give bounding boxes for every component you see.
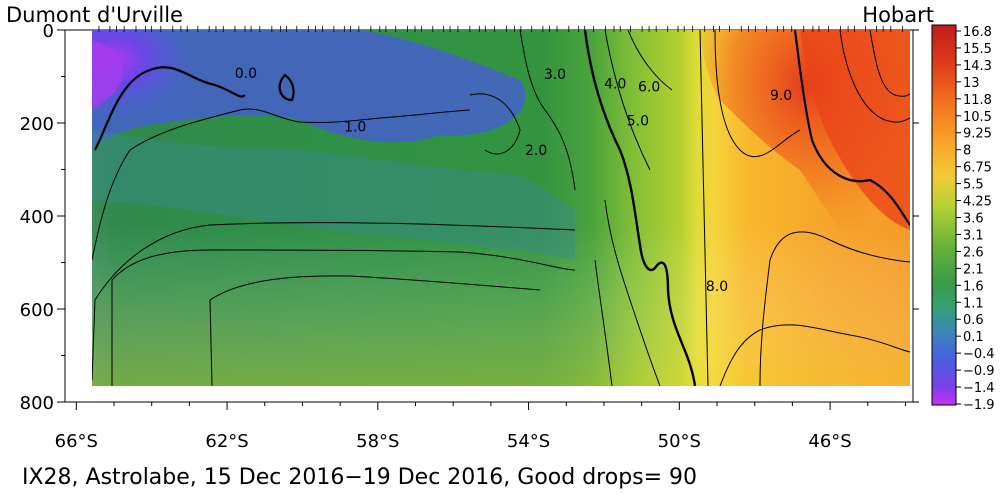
colorbar-label: −1.4: [963, 381, 995, 396]
x-tick-label: 50°S: [658, 431, 701, 452]
colorbar-label: −0.4: [963, 347, 995, 362]
x-tick-label: 46°S: [808, 431, 851, 452]
axis-ticks: [57, 26, 919, 410]
x-tick-label: 58°S: [356, 431, 399, 452]
colorbar-label: 14.3: [963, 59, 992, 74]
colorbar-label: 11.8: [963, 93, 992, 108]
x-tick-label: 66°S: [55, 431, 98, 452]
contour-label: 8.0: [706, 279, 728, 295]
contour-label: 0.0: [235, 66, 257, 82]
colorbar-label: 13: [963, 76, 980, 91]
colorbar-label: −0.9: [963, 364, 995, 379]
colorbar-label: −1.9: [963, 398, 995, 413]
colorbar-label: 0.6: [963, 313, 984, 328]
drop-station-marks: [98, 26, 904, 32]
x-axis: 66°S 62°S 58°S 54°S 50°S 46°S: [55, 431, 852, 452]
y-axis: 0 200 400 600 800: [20, 21, 54, 414]
contour-lines: [92, 30, 910, 386]
colorbar-label: 0.1: [963, 330, 984, 345]
colorbar-label: 10.5: [963, 110, 992, 125]
y-tick-label: 200: [20, 114, 54, 135]
colorbar-label: 5.5: [963, 178, 984, 193]
colorbar-ramp: [931, 24, 957, 406]
y-tick-label: 600: [20, 300, 54, 321]
colorbar-label: 16.8: [963, 25, 992, 40]
y-tick-label: 800: [20, 393, 54, 414]
section-field: [92, 30, 910, 386]
contour-label: 5.0: [627, 114, 649, 130]
contour-label: 3.0: [544, 67, 566, 83]
colorbar-label: 2.1: [963, 262, 984, 277]
contour-label: 4.0: [604, 76, 626, 92]
colorbar-labels: 16.8 15.5 14.3 13 11.8 10.5 9.25 8 6.75 5.5 4.25 3.…: [956, 25, 995, 413]
title-left: Dumont d'Urville: [6, 3, 183, 27]
caption: IX28, Astrolabe, 15 Dec 2016−19 Dec 2016…: [22, 465, 697, 490]
colorbar-label: 9.25: [963, 127, 992, 142]
colorbar-label: 3.6: [963, 212, 984, 227]
contour-labels: 0.0 1.0 2.0 3.0 4.0 5.0 6.0 8.0 9.0: [235, 66, 792, 295]
y-tick-label: 400: [20, 207, 54, 228]
colorbar-label: 6.75: [963, 161, 992, 176]
colorbar: 16.8 15.5 14.3 13 11.8 10.5 9.25 8 6.75 5.5 4.25 3.…: [931, 24, 995, 413]
colorbar-label: 4.25: [963, 195, 992, 210]
contour-label: 9.0: [770, 88, 792, 104]
contour-label: 6.0: [638, 80, 660, 96]
x-tick-label: 54°S: [507, 431, 550, 452]
colorbar-label: 15.5: [963, 42, 992, 57]
title-right: Hobart: [862, 3, 934, 27]
colorbar-label: 3.1: [963, 228, 984, 243]
x-tick-label: 62°S: [205, 431, 248, 452]
contour-label: 2.0: [525, 143, 547, 159]
colorbar-label: 1.1: [963, 296, 984, 311]
colorbar-label: 2.6: [963, 245, 984, 260]
contour-label: 1.0: [344, 120, 366, 136]
colorbar-label: 8: [963, 144, 971, 159]
y-tick-label: 0: [43, 21, 54, 42]
colorbar-label: 1.6: [963, 279, 984, 294]
